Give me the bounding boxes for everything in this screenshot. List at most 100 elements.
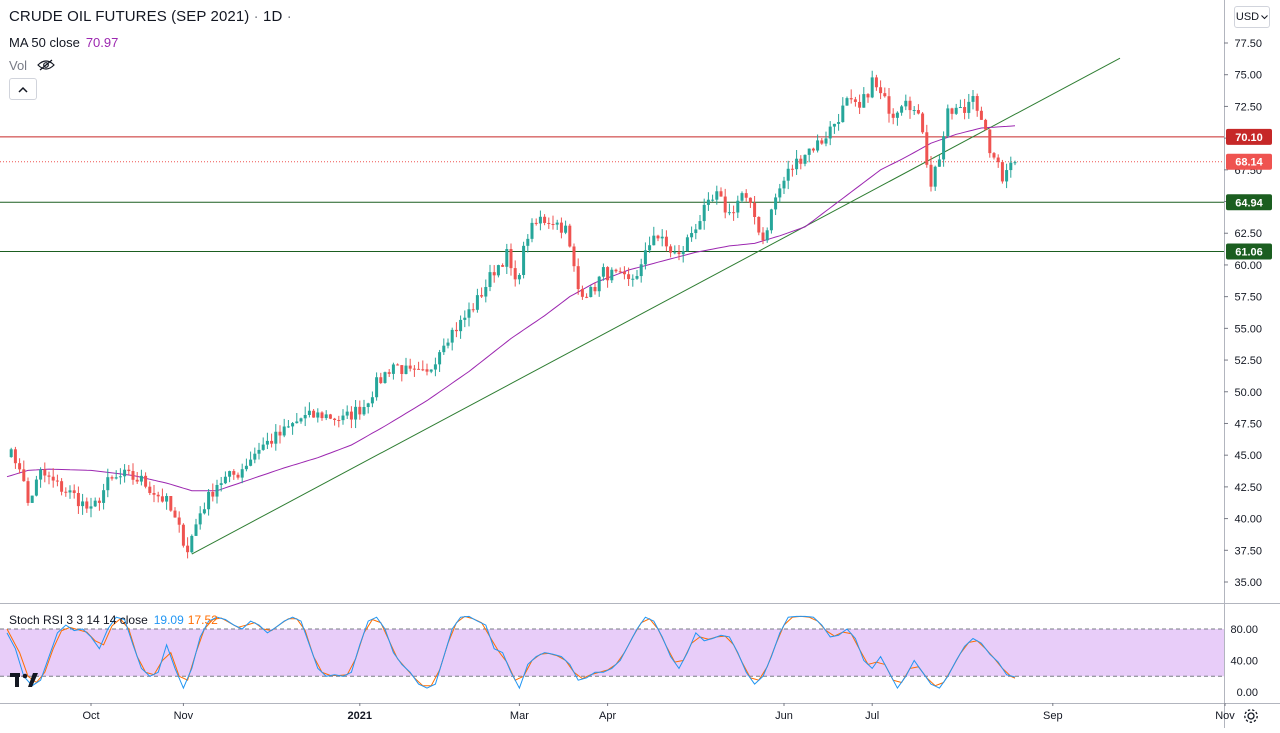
candle-body [211, 491, 215, 497]
candle-body [198, 513, 202, 525]
candle-body [564, 225, 568, 233]
candle-body [513, 268, 517, 280]
candle-body [681, 251, 685, 255]
candle-body [816, 140, 820, 151]
candle-body [908, 100, 912, 111]
candle-body [677, 252, 681, 255]
candle-body [870, 77, 874, 98]
candle-body [975, 96, 979, 111]
candle-body [606, 267, 610, 281]
candle-body [824, 138, 828, 144]
candle-body [538, 216, 542, 224]
candle-body [547, 222, 551, 224]
candle-body [971, 96, 975, 102]
candle-body [912, 110, 916, 112]
symbol-title[interactable]: CRUDE OIL FUTURES (SEP 2021) · 1D · [9, 8, 292, 25]
collapse-legend-button[interactable] [9, 78, 37, 100]
candle-body [517, 275, 521, 280]
vol-legend[interactable]: Vol [9, 58, 55, 73]
candle-body [312, 410, 316, 418]
candle-body [257, 449, 261, 454]
candle-body [127, 469, 131, 472]
candle-body [320, 412, 324, 419]
candle-body [76, 492, 80, 507]
candle-body [118, 476, 122, 478]
candle-body [979, 110, 983, 120]
candle-body [551, 223, 555, 225]
candle-body [278, 431, 282, 436]
candle-body [68, 490, 72, 493]
candle-body [286, 426, 290, 428]
candle-body [72, 490, 76, 493]
candle-body [601, 267, 605, 277]
candle-body [534, 222, 538, 224]
candle-body [555, 222, 559, 225]
candle-body [790, 168, 794, 170]
eye-hidden-icon[interactable] [36, 59, 55, 71]
stoch-band [0, 629, 1224, 677]
candle-body [1005, 170, 1009, 182]
candle-body [337, 419, 341, 421]
candle-body [522, 245, 526, 276]
candle-body [202, 509, 206, 514]
candle-body [139, 475, 143, 482]
stoch-rsi-legend[interactable]: Stoch RSI 3 3 14 14 close 19.09 17.52 [9, 613, 218, 627]
candle-body [484, 286, 488, 297]
candle-body [958, 107, 962, 109]
candle-body [597, 276, 601, 292]
gear-icon[interactable] [1242, 707, 1260, 725]
candle-body [492, 272, 496, 276]
candle-body [719, 191, 723, 197]
candle-body [837, 122, 841, 124]
candle-body [194, 524, 198, 536]
candle-body [925, 132, 929, 165]
candle-body [375, 377, 379, 398]
candle-body [110, 477, 114, 479]
currency-selector[interactable]: USD [1234, 6, 1270, 28]
candle-body [102, 490, 106, 503]
candle-body [832, 123, 836, 127]
candle-body [219, 483, 223, 485]
time-tick-label: Mar [510, 710, 529, 722]
candle-body [614, 269, 618, 272]
candle-body [282, 426, 286, 436]
candle-body [698, 221, 702, 230]
candle-body [387, 372, 391, 374]
candle-body [207, 491, 211, 510]
candle-body [341, 415, 345, 421]
candle-body [400, 365, 404, 374]
candle-body [26, 481, 30, 503]
candle-body [761, 232, 765, 241]
candle-body [1009, 162, 1013, 171]
candle-body [933, 166, 937, 187]
candle-body [249, 459, 253, 466]
candle-body [799, 158, 803, 164]
candle-body [47, 475, 51, 477]
interval-label: 1D [263, 8, 283, 25]
candle-body [811, 148, 815, 151]
symbol-name: CRUDE OIL FUTURES (SEP 2021) [9, 8, 250, 25]
tradingview-logo-icon[interactable] [10, 670, 40, 690]
candle-body [64, 491, 68, 493]
candle-body [782, 180, 786, 189]
resistance-level-label: 70.10 [1235, 132, 1263, 144]
ma-legend[interactable]: MA 50 close 70.97 [9, 35, 118, 50]
price-tick-label: 77.50 [1234, 38, 1262, 50]
candle-body [963, 107, 967, 113]
price-tick-label: 60.00 [1234, 260, 1262, 272]
candle-body [916, 110, 920, 114]
candle-body [744, 193, 748, 198]
candle-body [345, 411, 349, 416]
candle-body [694, 229, 698, 234]
candle-body [929, 164, 933, 187]
candle-body [299, 418, 303, 422]
candle-body [253, 453, 257, 460]
candle-body [81, 501, 85, 507]
candle-body [232, 471, 236, 475]
candle-body [391, 364, 395, 374]
stoch-tick-label: 80.00 [1230, 624, 1258, 636]
candle-body [711, 199, 715, 201]
candle-body [1013, 162, 1017, 164]
candle-body [673, 252, 677, 254]
